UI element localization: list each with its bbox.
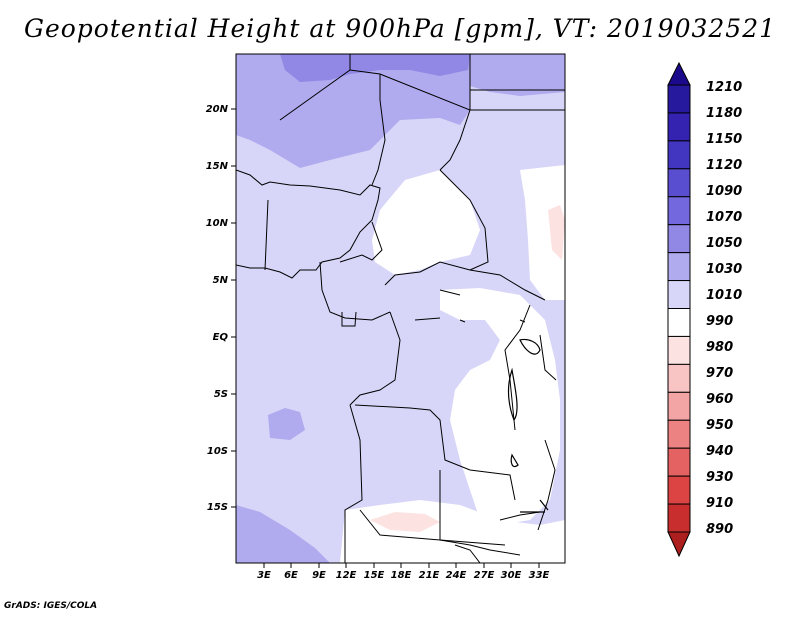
field-1050-north [236,54,470,168]
colorbar-box [667,196,691,226]
colorbar-label-1070: 1070 [706,210,743,225]
y-tick-10s: 10S [206,446,228,457]
field-980-990-east [548,205,565,260]
y-tick-20n: 20N [205,104,228,115]
colorbar-box [667,503,691,533]
colorbar-box [667,363,691,393]
colorbar-label-1120: 1120 [706,158,743,173]
x-tick-27e: 27E [473,570,495,581]
colorbar-box [667,168,691,198]
colorbar-label-940: 940 [706,444,734,459]
colorbar-box [667,252,691,282]
colorbar-label-1030: 1030 [706,262,743,277]
map-title: Geopotential Height at 900hPa [gpm], VT:… [23,14,777,43]
field-1070-north [280,54,470,82]
colorbar-box [667,224,691,254]
colorbar-label-890: 890 [706,522,734,537]
y-tick-15s: 15S [206,502,228,513]
colorbar-box [667,335,691,365]
y-tick-marks [231,108,236,508]
x-tick-18e: 18E [390,570,412,581]
field-990-1010-central [372,170,480,275]
colorbar-box [667,391,691,421]
credit-text: GrADS: IGES/COLA [4,601,98,611]
colorbar-label-1150: 1150 [706,132,743,147]
x-tick-12e: 12E [335,570,357,581]
x-tick-9e: 9E [312,570,326,581]
country-borders [236,54,565,563]
colorbar-label-960: 960 [706,392,734,407]
colorbar-label-950: 950 [706,418,734,433]
colorbar-label-1090: 1090 [706,184,743,199]
colorbar-label-1210: 1210 [706,80,743,95]
field-1050-sw [236,505,330,563]
colorbar-label-930: 930 [706,470,734,485]
colorbar-box [667,308,691,337]
colorbar-bottom-arrow [667,531,691,558]
x-tick-marks [263,563,540,568]
colorbar-top-arrow [667,61,691,86]
x-tick-15e: 15E [363,570,385,581]
y-tick-10n: 10N [205,218,228,229]
colorbar-label-1010: 1010 [706,288,743,303]
x-tick-30e: 30E [500,570,522,581]
colorbar-box [667,140,691,170]
x-tick-3e: 3E [257,570,271,581]
x-tick-24e: 24E [445,570,467,581]
field-1050-ne [470,54,565,96]
colorbar-box [667,447,691,477]
colorbar-box [667,112,691,142]
lakes [507,338,549,513]
x-tick-21e: 21E [418,570,440,581]
colorbar-label-910: 910 [706,496,734,511]
colorbar-box [667,419,691,449]
colorbar-label-1180: 1180 [706,106,743,121]
y-tick-5s: 5S [213,389,228,400]
colorbar-box [667,475,691,505]
colorbar-label-1050: 1050 [706,236,743,251]
field-990-1010-east [440,288,560,525]
field-1050-west [268,408,305,440]
x-tick-33e: 33E [528,570,550,581]
y-tick-eq: EQ [212,332,228,343]
y-tick-5n: 5N [212,275,228,286]
colorbar-label-970: 970 [706,366,734,381]
y-tick-15n: 15N [205,161,228,172]
field-980-990-south [370,512,440,532]
colorbar [667,61,691,558]
x-tick-6e: 6E [284,570,298,581]
colorbar-label-990: 990 [706,314,734,329]
colorbar-box [667,280,691,309]
colorbar-box [667,84,691,114]
field-990-1010-ne [520,165,565,300]
colorbar-label-980: 980 [706,340,734,355]
